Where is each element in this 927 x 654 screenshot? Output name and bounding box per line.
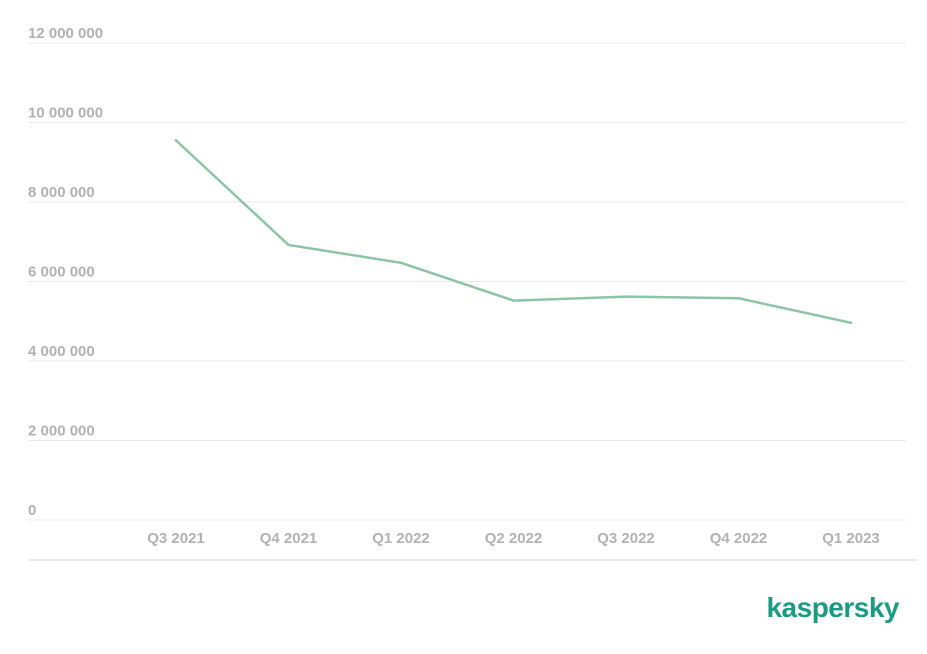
data-point (399, 261, 403, 265)
y-tick-label: 6 000 000 (28, 264, 95, 281)
x-tick-label: Q4 2021 (260, 530, 318, 547)
y-tick-label: 2 000 000 (28, 423, 95, 440)
data-point (737, 296, 740, 300)
x-tick-label: Q3 2021 (147, 530, 205, 547)
data-point (849, 321, 853, 325)
kaspersky-logo: kaspersky (766, 592, 899, 623)
data-point (174, 139, 178, 142)
x-tick-label: Q1 2022 (372, 530, 430, 547)
data-point (512, 299, 515, 302)
y-tick-label: 8 000 000 (28, 184, 95, 201)
y-tick-label: 4 000 000 (28, 343, 95, 360)
x-tick-label: Q4 2022 (710, 530, 768, 547)
x-tick-label: Q3 2022 (597, 530, 655, 547)
y-tick-label: 10 000 000 (28, 105, 103, 122)
series-layer (174, 139, 853, 325)
x-tick-label: Q1 2023 (822, 530, 880, 547)
y-tick-label: 12 000 000 (28, 25, 103, 42)
y-axis-tick-labels: 0 2 000 000 4 000 000 6 000 000 8 000 000 10 … (28, 25, 103, 519)
data-point (287, 243, 290, 247)
x-axis-tick-labels: Q3 2021 Q4 2021 Q1 2022 Q2 2022 Q3 2022 Q4 20… (147, 530, 880, 547)
y-tick-label: 0 (28, 502, 36, 519)
series-line-0 (174, 139, 853, 325)
data-point (624, 295, 628, 298)
x-tick-label: Q2 2022 (485, 530, 543, 547)
grid-lines (28, 42, 906, 521)
